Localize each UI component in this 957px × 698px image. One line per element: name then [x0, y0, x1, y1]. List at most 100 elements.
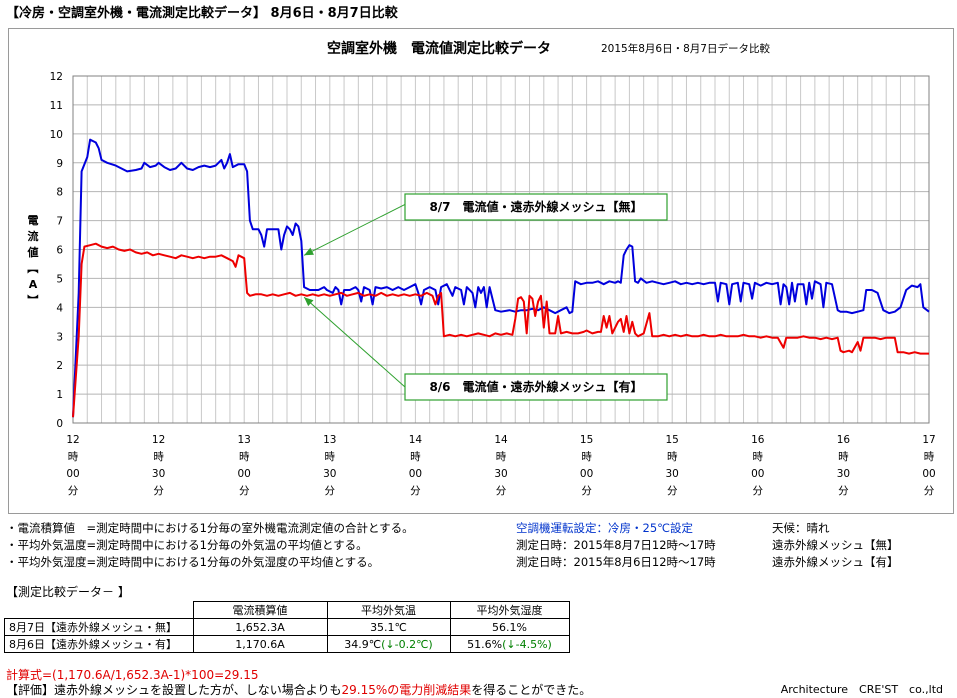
ac-mode-setting: 空調機運転設定：冷房・25℃設定: [516, 521, 694, 535]
x-tick-line: 00: [238, 468, 251, 480]
y-tick-label: 6: [56, 245, 63, 257]
x-tick-line: 00: [66, 468, 79, 480]
annotation-box: [404, 373, 668, 401]
humidity-value: 51.6%: [467, 637, 503, 651]
y-tick-label: 4: [56, 302, 63, 314]
x-tick-label: 16 時 00 分: [751, 434, 765, 497]
y-tick-label: 7: [56, 216, 63, 228]
header-humidity: 平均外気湿度: [449, 601, 570, 619]
x-tick-line: 時: [838, 451, 849, 463]
cell-current: 1,652.3A: [192, 618, 328, 636]
cell-temp: 34.9℃(↓-0.2℃): [326, 635, 451, 653]
evaluation-prefix: 【評価】遠赤外線メッシュを設置した方が、しない場合よりも: [6, 683, 342, 697]
x-tick-label: 12 時 00 分: [66, 434, 79, 497]
y-tick-label: 0: [56, 418, 63, 430]
x-tick-line: 分: [410, 485, 421, 497]
x-tick-line: 分: [68, 485, 79, 497]
x-tick-line: 13: [238, 434, 251, 446]
x-tick-label: 16 時 30 分: [837, 434, 851, 497]
x-tick-line: 12: [66, 434, 79, 446]
table-header-row: 電流積算値 平均外気温 平均外気湿度: [4, 601, 570, 619]
y-axis-label-char: 値: [27, 245, 39, 259]
table-row: 8月7日【遠赤外線メッシュ・無】 1,652.3A 35.1℃ 56.1%: [4, 618, 570, 636]
mesh-status-0807: 遠赤外線メッシュ【無】: [772, 538, 899, 552]
x-tick-line: 時: [924, 451, 935, 463]
x-tick-line: 15: [666, 434, 679, 446]
annotation-arrowhead: [304, 247, 314, 256]
annotation-arrow: [303, 296, 406, 388]
x-tick-line: 時: [753, 451, 764, 463]
temp-diff: (↓-0.2℃): [381, 637, 433, 651]
weather-info: 天候：晴れ 遠赤外線メッシュ【無】 遠赤外線メッシュ【有】: [772, 520, 899, 571]
y-tick-label: 9: [56, 158, 63, 170]
x-tick-line: 00: [409, 468, 422, 480]
note-avg-temp: ・平均外気温度=測定時間中における1分毎の外気温の平均値とする。: [6, 538, 368, 552]
temp-value: 35.1℃: [370, 620, 407, 634]
cell-humidity: 56.1%: [449, 618, 570, 636]
cell-temp: 35.1℃: [326, 618, 451, 636]
y-axis-label-char: A: [29, 278, 38, 291]
annotations: 8/7 電流値・遠赤外線メッシュ【無】 8/6 電流値・遠赤外線メッシュ【有】: [303, 193, 668, 401]
x-tick-line: 分: [924, 485, 935, 497]
x-tick-line: 分: [838, 485, 849, 497]
x-tick-line: 15: [580, 434, 593, 446]
header-temp: 平均外気温: [326, 601, 451, 619]
y-tick-label: 1: [56, 389, 63, 401]
table-row: 8月6日【遠赤外線メッシュ・有】 1,170.6A 34.9℃(↓-0.2℃) …: [4, 635, 570, 653]
annotation-arrowhead: [304, 297, 314, 307]
humidity-value: 56.1%: [492, 620, 527, 634]
annotation-callout: 8/6 電流値・遠赤外線メッシュ【有】: [303, 296, 668, 401]
x-tick-line: 時: [581, 451, 592, 463]
x-tick-line: 00: [580, 468, 593, 480]
humidity-diff: (↓-4.5%): [502, 637, 552, 651]
x-tick-label: 13 時 30 分: [323, 434, 336, 497]
x-tick-label: 12 時 30 分: [152, 434, 165, 497]
y-tick-label: 8: [56, 187, 63, 199]
x-tick-line: 30: [323, 468, 336, 480]
x-tick-label: 14 時 30 分: [494, 434, 508, 497]
x-tick-line: 分: [496, 485, 507, 497]
annotation-text: 8/6 電流値・遠赤外線メッシュ【有】: [429, 379, 642, 394]
page-title: 【冷房・空調室外機・電流測定比較データ】 8月6日・8月7日比較: [6, 6, 398, 21]
table-corner: [4, 601, 193, 619]
chart-subtitle: 2015年8月6日・8月7日データ比較: [601, 42, 770, 55]
comparison-title: 【測定比較データ－ 】: [6, 585, 130, 599]
chart-title: 空調室外機 電流値測定比較データ: [327, 40, 551, 57]
y-axis-label: 電流値【 A 】: [26, 214, 39, 306]
row-label: 8月6日【遠赤外線メッシュ・有】: [4, 635, 194, 653]
cell-current: 1,170.6A: [192, 635, 328, 653]
evaluation-text: 【評価】遠赤外線メッシュを設置した方が、しない場合よりも29.15%の電力削減結…: [6, 681, 591, 698]
series-line-0807: [72, 138, 930, 418]
grid-lines: [72, 75, 930, 424]
x-tick-line: 12: [152, 434, 165, 446]
y-tick-label: 12: [50, 71, 63, 83]
x-tick-line: 分: [667, 485, 678, 497]
annotation-callout: 8/7 電流値・遠赤外線メッシュ【無】: [303, 193, 668, 256]
current-comparison-chart: 空調室外機 電流値測定比較データ 2015年8月6日・8月7日データ比較 012…: [26, 40, 936, 497]
definition-notes: ・電流積算値 =測定時間中における1分毎の室外機電流測定値の合計とする。 ・平均…: [6, 520, 414, 571]
x-tick-label: 17 時 00 分: [922, 434, 935, 497]
x-tick-line: 時: [496, 451, 507, 463]
y-tick-label: 10: [50, 129, 63, 141]
calculation-formula: 計算式=(1,170.6A/1,652.3A-1)*100=29.15: [6, 668, 259, 682]
x-tick-label: 15 時 00 分: [580, 434, 593, 497]
y-tick-label: 5: [56, 273, 63, 285]
y-tick-label: 11: [50, 100, 63, 112]
note-avg-humidity: ・平均外気湿度=測定時間中における1分毎の外気湿度の平均値とする。: [6, 555, 380, 569]
y-axis-label-char: 流: [28, 229, 39, 243]
comparison-table: 電流積算値 平均外気温 平均外気湿度 8月7日【遠赤外線メッシュ・無】 1,65…: [4, 601, 570, 653]
axes: 012345678910111212時00分12時30分13時00分13時30分…: [50, 71, 936, 497]
x-tick-label: 15 時 30 分: [666, 434, 679, 497]
x-tick-line: 30: [494, 468, 507, 480]
x-tick-line: 時: [410, 451, 421, 463]
y-axis-label-char: 】: [26, 295, 39, 306]
x-tick-line: 16: [837, 434, 851, 446]
x-tick-line: 分: [753, 485, 764, 497]
y-tick-label: 3: [56, 331, 63, 343]
x-tick-line: 14: [409, 434, 423, 446]
x-tick-line: 14: [494, 434, 508, 446]
x-tick-line: 00: [751, 468, 764, 480]
x-tick-line: 時: [667, 451, 678, 463]
x-tick-line: 時: [153, 451, 164, 463]
